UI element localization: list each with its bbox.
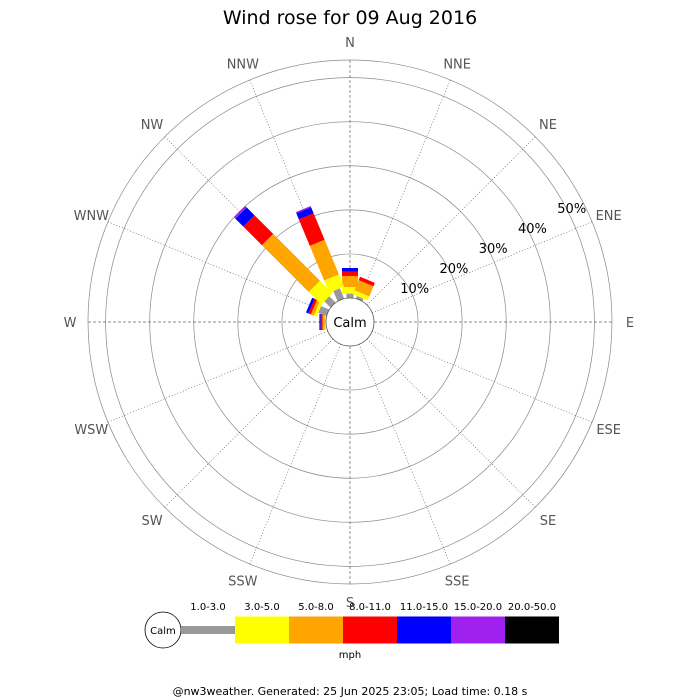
spoke-sse <box>358 344 451 565</box>
legend-swatch-7 <box>505 616 559 644</box>
spoke-ssw <box>249 344 342 565</box>
petal-w-bin-3 <box>322 314 325 330</box>
legend-label-2: 3.0-5.0 <box>244 602 279 613</box>
spoke-wnw <box>107 221 328 314</box>
legend-label-4: 8.0-11.0 <box>349 602 391 613</box>
petal-wnw-bin-1 <box>318 306 330 317</box>
legend-label-7: 20.0-50.0 <box>508 602 556 613</box>
direction-label-nnw: NNW <box>227 57 259 72</box>
direction-label-ne: NE <box>539 118 557 133</box>
petal-nne-bin-4 <box>358 276 375 287</box>
spoke-ene <box>372 221 593 314</box>
legend-swatch-1 <box>181 626 235 634</box>
direction-label-wsw: WSW <box>74 423 108 438</box>
direction-label-wnw: WNW <box>74 209 110 224</box>
calm-circle: Calm <box>325 297 375 347</box>
direction-label-ene: ENE <box>596 209 622 224</box>
direction-label-s: S <box>346 596 354 611</box>
petal-nne-bin-3 <box>354 280 374 297</box>
petal-nw-bin-3 <box>261 233 320 292</box>
grid-ring-2 <box>237 209 463 435</box>
petal-wnw-bin-4 <box>308 298 317 315</box>
calm-label: Calm <box>333 316 366 331</box>
legend-swatch-2 <box>235 616 289 644</box>
petal-w-bin-4 <box>320 314 323 330</box>
petal-nw-bin-5 <box>235 207 255 227</box>
legend-label-5: 11.0-15.0 <box>400 602 448 613</box>
petal-wnw-bin-3 <box>310 299 320 316</box>
spoke-ese <box>372 330 593 423</box>
petal-n-bin-3 <box>342 276 358 287</box>
petal-w-bin-5 <box>319 314 321 330</box>
radial-tick-label-4: 40% <box>518 222 547 237</box>
direction-label-w: W <box>64 316 77 331</box>
legend-units: mph <box>339 650 361 661</box>
wind-petals <box>233 205 375 330</box>
direction-label-ssw: SSW <box>228 575 258 590</box>
radial-tick-labels: 10% 20% 30% 40% 50% <box>400 202 586 297</box>
petal-n-bin-4 <box>342 271 358 276</box>
legend-label-6: 15.0-20.0 <box>454 602 502 613</box>
petal-nw-bin-2 <box>308 280 333 305</box>
direction-labels: N NNE NE ENE E ESE SE SSE S SSW SW WSW W WNW NW NNW <box>64 36 635 611</box>
petal-wnw-bin-2 <box>313 300 323 317</box>
legend-swatch-5 <box>397 616 451 644</box>
radial-tick-label-1: 10% <box>400 282 429 297</box>
legend-label-3: 5.0-8.0 <box>298 602 333 613</box>
petal-n-bin-1 <box>346 293 354 298</box>
petal-nnw-bin-1 <box>333 288 345 302</box>
petal-nw-bin-4 <box>243 215 274 246</box>
direction-label-n: N <box>345 36 355 51</box>
petal-nne-bin-1 <box>355 296 364 302</box>
legend-calm-label: Calm <box>150 626 176 637</box>
legend-swatch-6 <box>451 616 505 644</box>
legend-swatch-4 <box>343 616 397 644</box>
petal-nnw-bin-4 <box>298 213 325 246</box>
footer-text: @nw3weather. Generated: 25 Jun 2025 23:0… <box>173 685 528 698</box>
spoke-nne <box>358 79 451 300</box>
direction-label-nne: NNE <box>443 57 471 72</box>
spoke-ne <box>366 136 536 306</box>
petal-wnw-bin-5 <box>306 297 315 314</box>
petal-nnw-bin-3 <box>309 239 339 281</box>
petal-nne-bin-2 <box>352 290 370 301</box>
direction-label-sw: SW <box>141 514 162 529</box>
spoke-wsw <box>107 330 328 423</box>
chart-title: Wind rose for 09 Aug 2016 <box>223 7 477 29</box>
spoke-se <box>366 338 536 508</box>
petal-nw-bin-6 <box>233 205 247 219</box>
grid-ring-1 <box>281 253 419 391</box>
petal-n-bin-5 <box>342 268 358 272</box>
legend-swatch-3 <box>289 616 343 644</box>
radial-tick-label-3: 30% <box>479 242 508 257</box>
direction-label-sse: SSE <box>445 575 470 590</box>
direction-label-e: E <box>626 316 634 331</box>
petal-nnw-bin-5 <box>296 207 314 220</box>
radial-tick-label-5: 50% <box>557 202 586 217</box>
polar-grid <box>87 59 613 585</box>
petal-nnw-bin-2 <box>324 274 344 293</box>
speed-legend: Calm 1.0-3.0 3.0-5.0 5.0-8.0 8.0-11.0 11.0-1… <box>144 602 559 661</box>
petal-nnw-bin-6 <box>295 206 312 214</box>
petal-w-bin-2 <box>324 314 326 330</box>
direction-label-nw: NW <box>141 118 164 133</box>
radial-tick-label-2: 20% <box>439 262 468 277</box>
spoke-sw <box>164 338 334 508</box>
direction-label-ese: ESE <box>596 423 621 438</box>
legend-label-1: 1.0-3.0 <box>190 602 225 613</box>
direction-label-se: SE <box>540 514 556 529</box>
